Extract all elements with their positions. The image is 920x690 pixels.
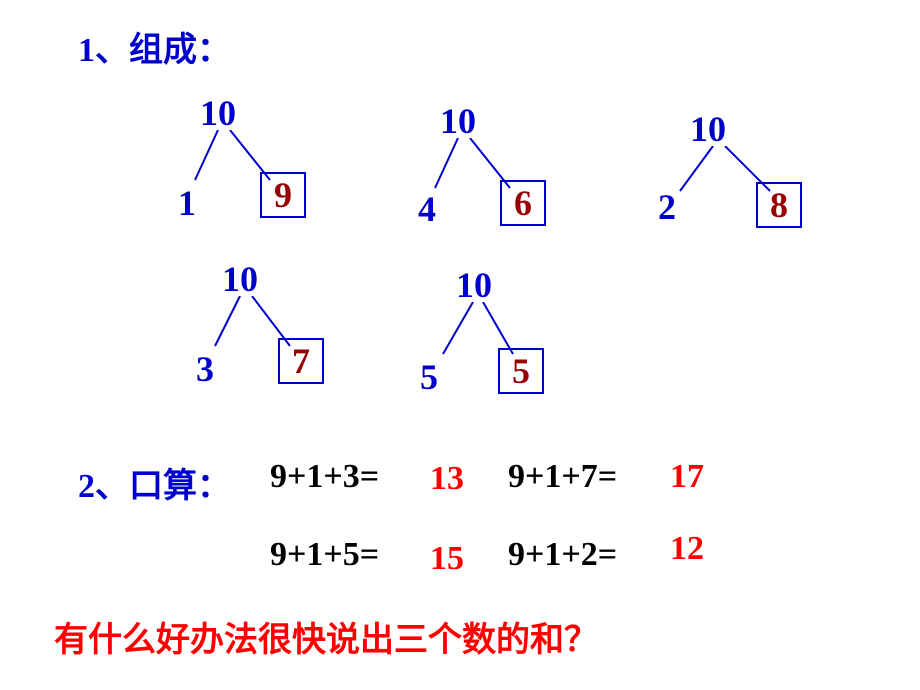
section2-title: 2、口算：	[78, 458, 231, 507]
tree-top-0: 10	[200, 92, 236, 134]
tree-right-box-4: 5	[498, 348, 544, 394]
tree-right-value-1: 6	[514, 185, 532, 221]
question-text: 有什么好办法很快说出三个数的和？	[54, 612, 598, 661]
tree-right-box-3: 7	[278, 338, 324, 384]
tree-left-2: 2	[658, 186, 676, 228]
tree-top-4: 10	[456, 264, 492, 306]
tree-top-1: 10	[440, 100, 476, 142]
tree-right-box-0: 9	[260, 172, 306, 218]
tree-right-box-1: 6	[500, 180, 546, 226]
tree-right-box-2: 8	[756, 182, 802, 228]
problem-ans-2: 15	[430, 540, 464, 578]
problem-expr-0: 9+1+3=	[270, 458, 379, 496]
tree-top-3: 10	[222, 258, 258, 300]
problem-expr-2: 9+1+5=	[270, 536, 379, 574]
tree-top-2: 10	[690, 108, 726, 150]
tree-left-1: 4	[418, 188, 436, 230]
problem-ans-0: 13	[430, 460, 464, 498]
tree-right-value-0: 9	[274, 177, 292, 213]
section1-title: 1、组成：	[78, 22, 231, 71]
tree-left-0: 1	[178, 182, 196, 224]
problem-ans-1: 17	[670, 458, 704, 496]
problem-expr-1: 9+1+7=	[508, 458, 617, 496]
tree-left-4: 5	[420, 356, 438, 398]
tree-right-value-4: 5	[512, 353, 530, 389]
problem-ans-3: 12	[670, 530, 704, 568]
tree-right-value-2: 8	[770, 187, 788, 223]
tree-left-3: 3	[196, 348, 214, 390]
tree-right-value-3: 7	[292, 343, 310, 379]
problem-expr-3: 9+1+2=	[508, 536, 617, 574]
